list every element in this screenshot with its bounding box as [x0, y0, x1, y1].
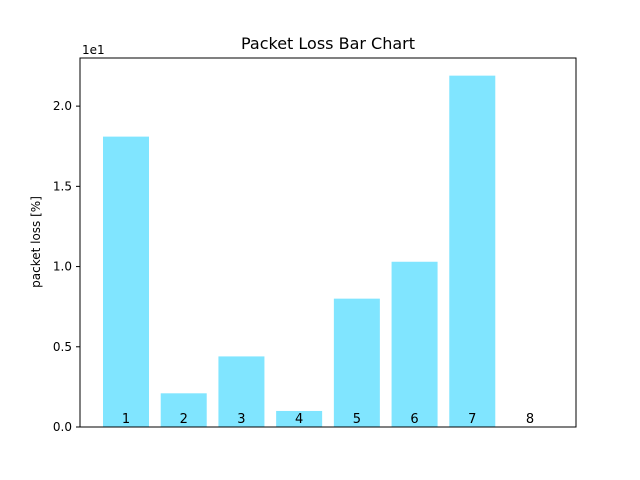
- bar-4: [276, 410, 323, 427]
- y-axis-label: packet loss [%]: [29, 196, 43, 288]
- bar-3: [218, 356, 265, 427]
- x-category-label-2: 2: [180, 412, 188, 427]
- y-tick-label: 1.5: [53, 179, 72, 193]
- chart-title: Packet Loss Bar Chart: [241, 34, 415, 53]
- y-tick-label: 0.0: [53, 420, 72, 434]
- x-category-label-3: 3: [237, 412, 245, 427]
- bar-1: [103, 136, 149, 427]
- x-category-label-1: 1: [122, 412, 130, 427]
- x-category-labels-group: 1 2 3 4 5 6 7 8: [122, 412, 534, 427]
- y-axis-offset-label: 1e1: [82, 43, 105, 57]
- bar-2: [160, 393, 207, 427]
- x-category-label-5: 5: [353, 412, 361, 427]
- y-tick-label: 0.5: [53, 340, 72, 354]
- bar-5: [333, 298, 380, 427]
- bar-6: [391, 261, 438, 427]
- y-tick-label: 1.0: [53, 260, 72, 274]
- x-category-label-6: 6: [410, 412, 418, 427]
- x-category-label-8: 8: [526, 412, 534, 427]
- y-tick-label: 2.0: [53, 99, 72, 113]
- y-ticks-group: 0.0 0.5 1.0 1.5 2.0: [53, 99, 80, 434]
- bar-7: [449, 75, 496, 427]
- x-category-label-7: 7: [468, 412, 476, 427]
- plot-area-frame: [79, 57, 577, 428]
- x-category-label-4: 4: [295, 412, 303, 427]
- bars-group: [103, 75, 496, 427]
